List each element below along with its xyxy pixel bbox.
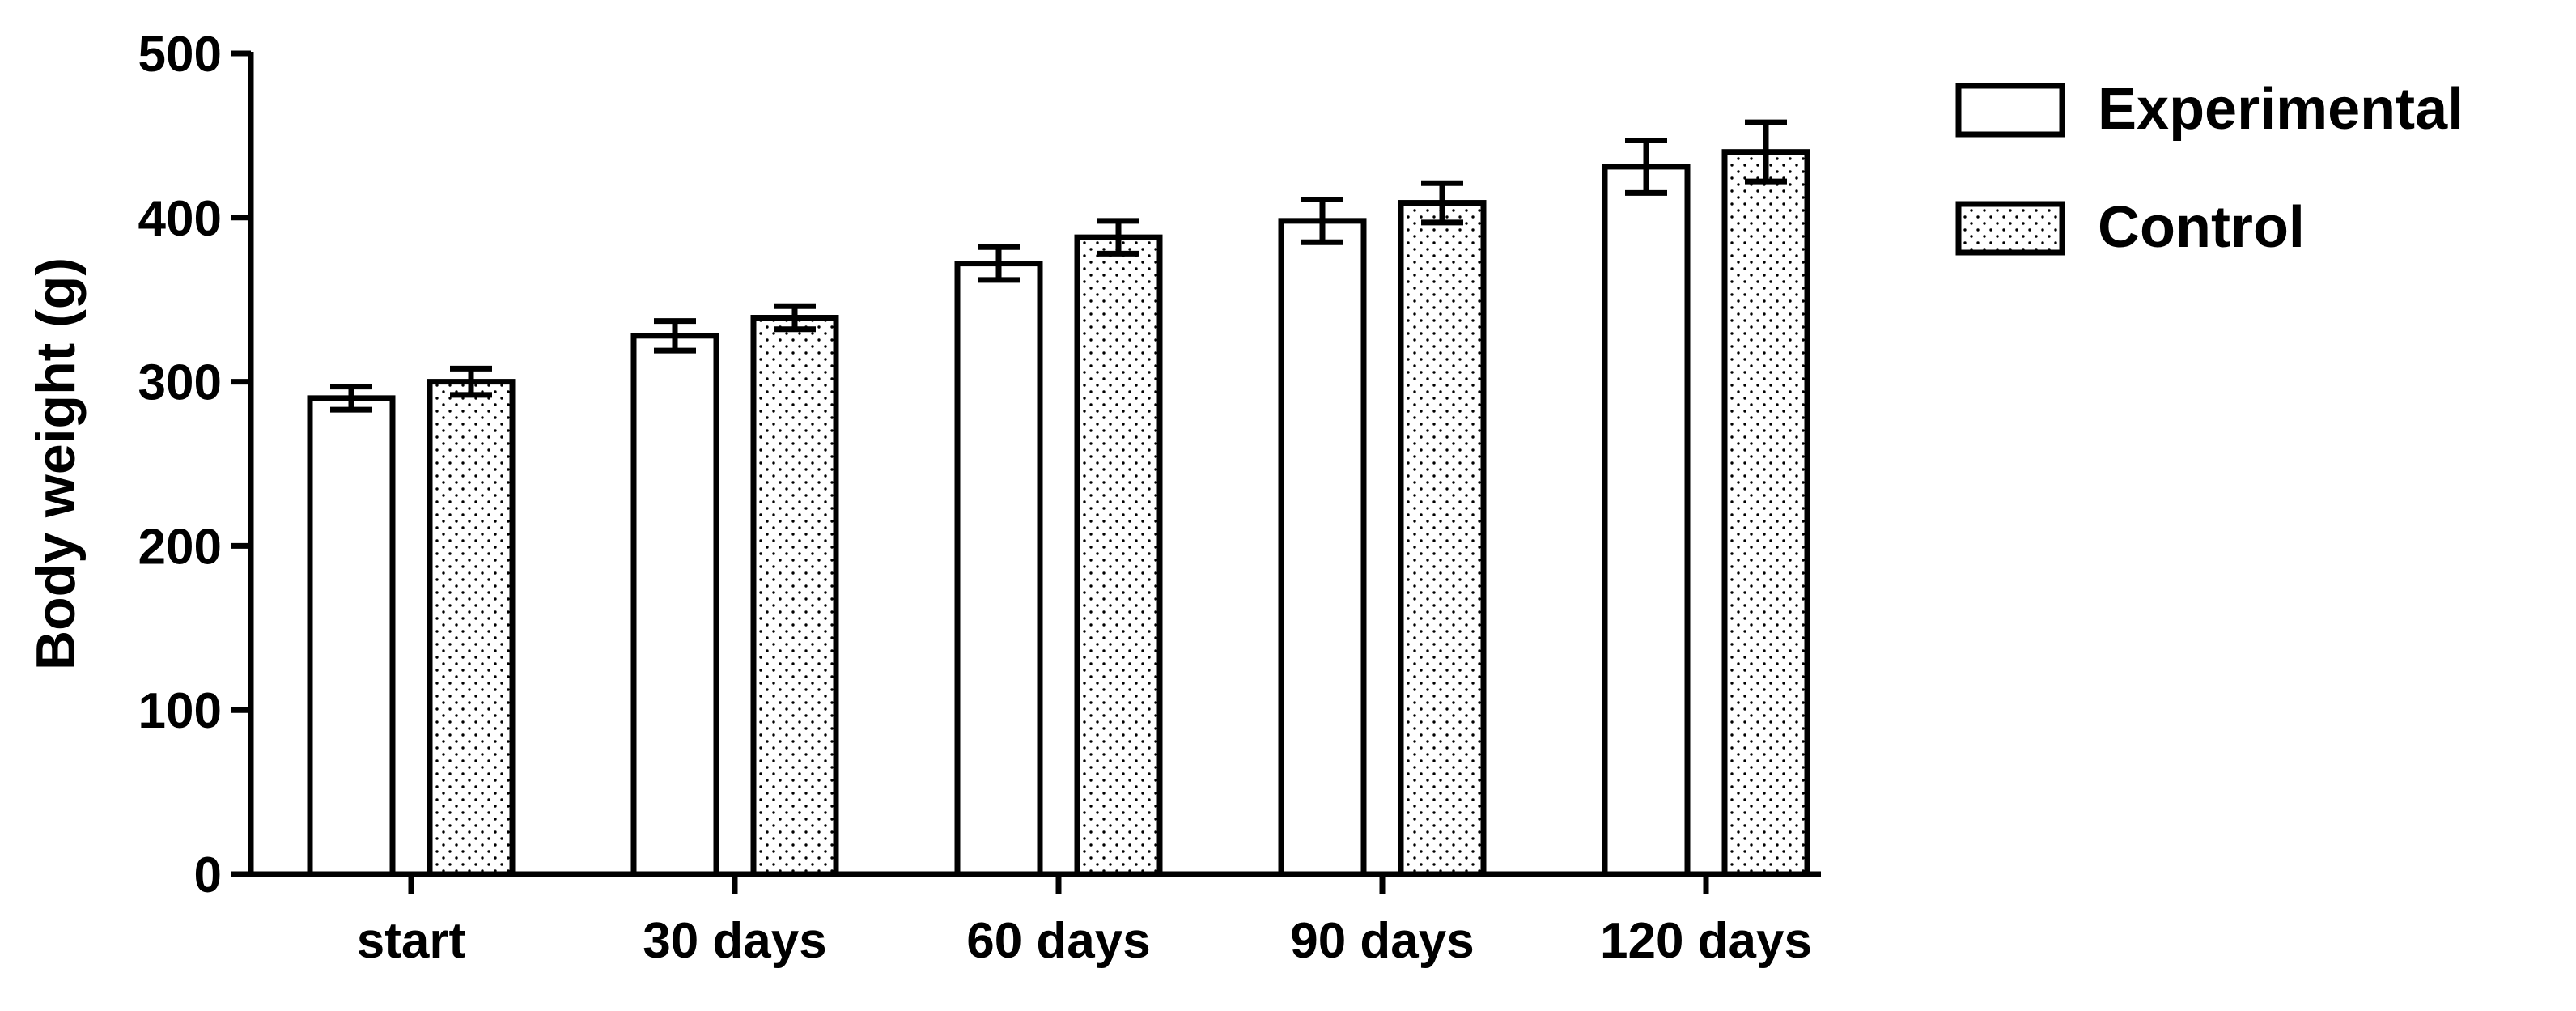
bar [427, 379, 516, 877]
bar [1721, 149, 1810, 877]
y-tick-label: 0 [194, 847, 222, 903]
x-category-label: 90 days [1290, 913, 1475, 969]
bar [630, 333, 719, 877]
x-category-label: 120 days [1600, 913, 1812, 969]
y-axis-title: Body weight (g) [25, 257, 87, 670]
y-tick-label: 300 [138, 355, 222, 411]
bar [954, 261, 1043, 877]
x-category-label: 60 days [966, 913, 1151, 969]
axes: 0 100 200 300 400 500 start 30 days 60 days 90 da… [25, 27, 1821, 969]
y-tick-label: 100 [138, 683, 222, 739]
plot-area [307, 119, 1810, 877]
x-category-label: start [357, 913, 465, 969]
legend-label: Experimental [2098, 77, 2464, 142]
legend-swatch [1955, 201, 2065, 256]
legend: Experimental Control [1955, 77, 2464, 260]
bar [750, 315, 839, 877]
y-tick-label: 400 [138, 191, 222, 247]
y-tick-label: 200 [138, 519, 222, 575]
bar [1602, 164, 1691, 877]
bar [307, 395, 396, 877]
bar [1074, 234, 1163, 877]
bar [1278, 218, 1367, 877]
legend-label: Control [2098, 195, 2305, 260]
y-tick-label: 500 [138, 27, 222, 83]
legend-swatch [1955, 83, 2065, 138]
bar [1398, 200, 1487, 877]
x-category-label: 30 days [643, 913, 827, 969]
